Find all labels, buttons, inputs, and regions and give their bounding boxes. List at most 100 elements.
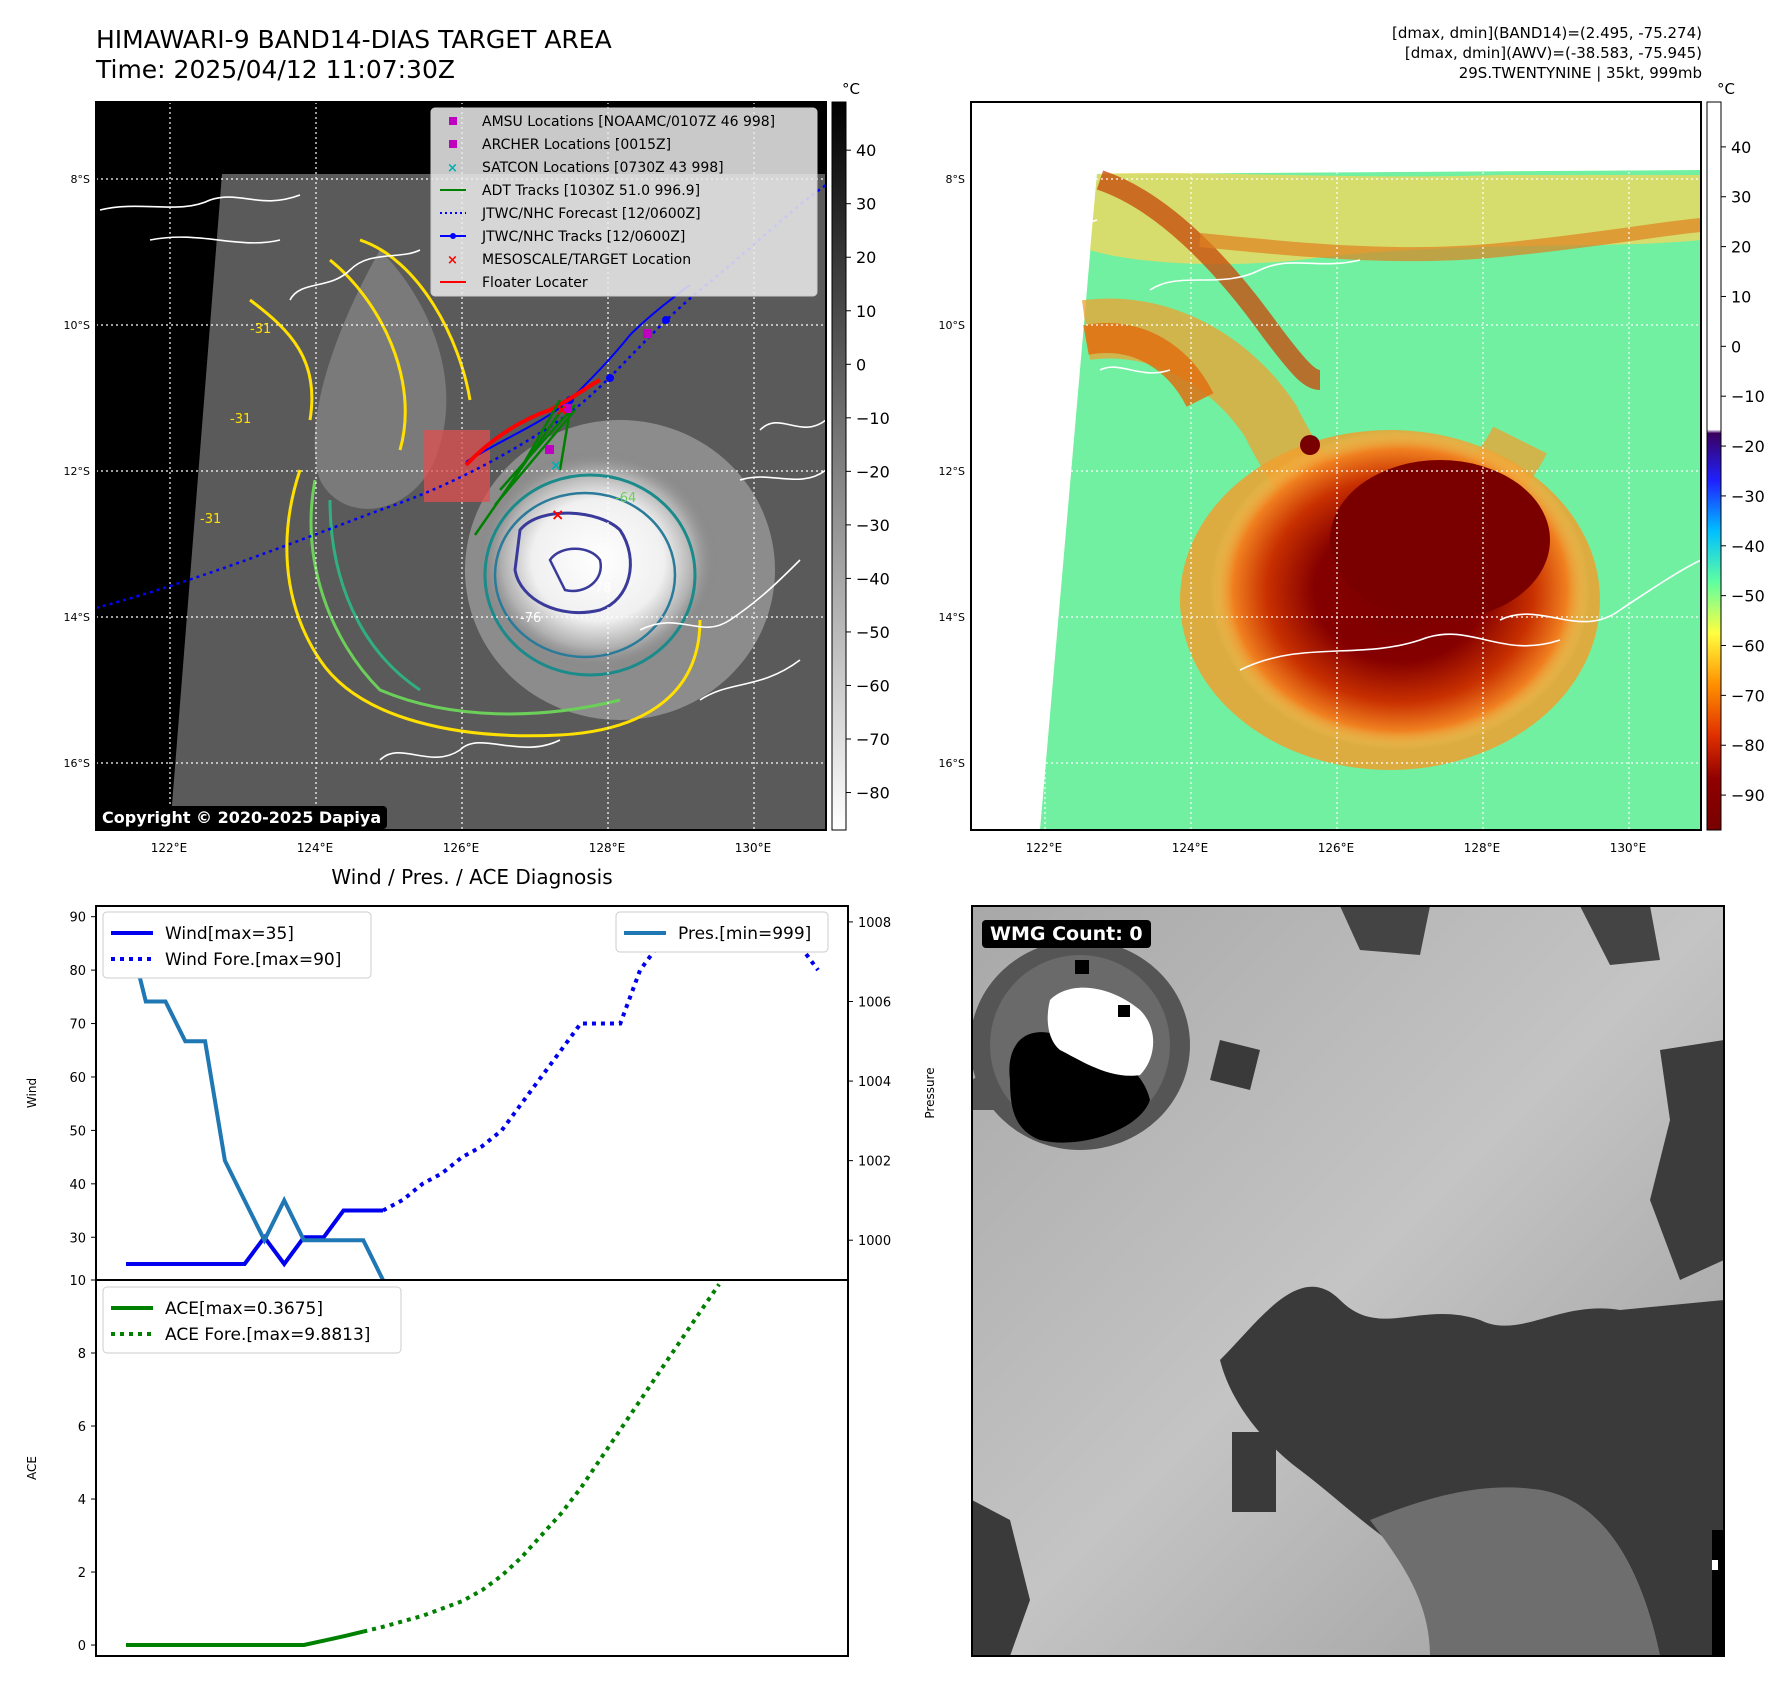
lon-label: 126°E bbox=[443, 841, 480, 855]
colorbar-tick-label: 30 bbox=[856, 195, 876, 214]
legend-jtwc-forecast: JTWC/NHC Forecast [12/0600Z] bbox=[481, 206, 701, 222]
colorbar-tick-label: 0 bbox=[1731, 337, 1741, 356]
legend-floater: Floater Locater bbox=[482, 275, 588, 291]
colorbar-tick-label: −10 bbox=[1731, 387, 1765, 406]
colorbar-tick-label: 10 bbox=[1731, 287, 1751, 306]
archer-marker bbox=[545, 445, 554, 454]
colorbar-band14 bbox=[831, 101, 847, 831]
lat-label: 16°S bbox=[64, 757, 90, 770]
svg-text:×: × bbox=[447, 161, 458, 176]
y-tick-label: 0 bbox=[78, 1639, 86, 1654]
y-tick-label: 30 bbox=[69, 1231, 86, 1246]
contour-label-3: -31 bbox=[200, 512, 221, 527]
colorbar-tick-label: 10 bbox=[856, 302, 876, 321]
legend-jtwc-tracks: JTWC/NHC Tracks [12/0600Z] bbox=[481, 229, 685, 245]
figure-time: Time: 2025/04/12 11:07:30Z bbox=[96, 55, 455, 84]
y-tick-label: 70 bbox=[69, 1018, 86, 1033]
storm-info: 29S.TWENTYNINE | 35kt, 999mb bbox=[1458, 64, 1702, 82]
y-axis-label: ACE bbox=[25, 1456, 39, 1480]
lon-label: 124°E bbox=[1172, 841, 1209, 855]
lon-label: 128°E bbox=[1464, 841, 1501, 855]
series-ace-max-0-3675- bbox=[126, 1629, 364, 1647]
y2-tick-label: 1006 bbox=[858, 995, 891, 1010]
wind-pressure-chart: 30 40 50 60 70 80 90 1000 1002 1004 1006 1008 Pressu… bbox=[25, 905, 937, 1281]
series-ace-fore-max-9-8813- bbox=[362, 1283, 721, 1634]
wmg-count-badge: WMG Count: 0 bbox=[982, 920, 1151, 948]
map2-gridlines bbox=[971, 102, 1701, 830]
wmg-panel bbox=[972, 906, 1724, 1656]
contour-label-6: -78 bbox=[590, 581, 611, 596]
legend-amsu: AMSU Locations [NOAAMC/0107Z 46 998] bbox=[482, 114, 775, 130]
legend-label: Pres.[min=999] bbox=[678, 924, 811, 944]
lon-label: 124°E bbox=[297, 841, 334, 855]
lon-label: 128°E bbox=[589, 841, 626, 855]
lon-label: 122°E bbox=[151, 841, 188, 855]
coastline bbox=[99, 194, 301, 244]
legend-label: ACE[max=0.3675] bbox=[165, 1299, 323, 1319]
map1-legend: × × AMSU Locations [NOAAMC/0107Z 46 998]… bbox=[430, 107, 818, 297]
floater-box bbox=[424, 430, 490, 502]
y2-tick-label: 1004 bbox=[858, 1075, 891, 1090]
colorbar-tick-label: 40 bbox=[1731, 138, 1751, 157]
colorbar-tick-label: −40 bbox=[1731, 537, 1765, 556]
adt-tracks bbox=[473, 399, 576, 536]
lat-label: 12°S bbox=[939, 465, 965, 478]
colorbar-tick-label: −60 bbox=[856, 676, 890, 695]
awv-map bbox=[971, 102, 1701, 830]
lon-label: 126°E bbox=[1318, 841, 1355, 855]
colorbar-tick-label: −80 bbox=[856, 784, 890, 803]
colorbar-tick-label: −50 bbox=[1731, 587, 1765, 606]
series-pres-min-999- bbox=[124, 921, 385, 1281]
lat-label: 10°S bbox=[939, 319, 965, 332]
amsu-marker bbox=[643, 329, 652, 338]
svg-text:×: × bbox=[447, 253, 458, 268]
y2-tick-label: 1008 bbox=[858, 916, 891, 931]
series-wind-max-35- bbox=[126, 1208, 383, 1268]
satcon-marker: × bbox=[550, 458, 562, 474]
y2-tick-label: 1000 bbox=[858, 1234, 891, 1249]
legend-satcon: SATCON Locations [0730Z 43 998] bbox=[482, 160, 724, 176]
colorbar-tick-label: −20 bbox=[856, 462, 890, 481]
contour-label-1: -31 bbox=[250, 322, 271, 337]
lat-label: 8°S bbox=[71, 173, 90, 186]
figure-title: HIMAWARI-9 BAND14-DIAS TARGET AREA bbox=[96, 25, 612, 54]
lat-label: 16°S bbox=[939, 757, 965, 770]
y-tick-label: 50 bbox=[69, 1124, 86, 1139]
legend-label: Wind[max=35] bbox=[165, 924, 294, 944]
colorbar-tick-label: 0 bbox=[856, 355, 866, 374]
lat-label: 12°S bbox=[64, 465, 90, 478]
ace-chart: 0 2 4 6 8 10 ACE ACE[max=0.3675] ACE Fore.[max=9… bbox=[25, 1274, 849, 1657]
legend-archer: ARCHER Locations [0015Z] bbox=[482, 137, 671, 153]
y-axis-label: Wind bbox=[25, 1078, 39, 1108]
band14-range: [dmax, dmin](BAND14)=(2.495, -75.274) bbox=[1391, 24, 1702, 42]
colorbar1-ticks: 40 30 20 10 0 −10 −20 −30 −40 −50 −60 −70 −80 bbox=[846, 141, 890, 803]
lon-label: 122°E bbox=[1026, 841, 1063, 855]
contour-label-5: -76 bbox=[520, 611, 541, 626]
lat-label: 10°S bbox=[64, 319, 90, 332]
svg-text:×: × bbox=[555, 400, 568, 419]
y-tick-label: 2 bbox=[78, 1566, 86, 1581]
chart-title: Wind / Pres. / ACE Diagnosis bbox=[331, 865, 612, 889]
chart-legend: Wind[max=35] Wind Fore.[max=90] bbox=[102, 911, 372, 979]
lat-label: 8°S bbox=[946, 173, 965, 186]
best-track bbox=[465, 284, 691, 463]
y-tick-label: 80 bbox=[69, 964, 86, 979]
lon-label: 130°E bbox=[735, 841, 772, 855]
target-marker: × bbox=[551, 505, 564, 524]
colorbar-tick-label: 30 bbox=[1731, 188, 1751, 207]
y-tick-label: 10 bbox=[69, 1274, 86, 1289]
contour-label-4: -64 bbox=[615, 491, 636, 506]
colorbar-tick-label: 20 bbox=[1731, 238, 1751, 257]
lat-label: 14°S bbox=[939, 611, 965, 624]
y-tick-label: 6 bbox=[78, 1420, 86, 1435]
lat-label: 14°S bbox=[64, 611, 90, 624]
colorbar-tick-label: −70 bbox=[856, 730, 890, 749]
colorbar-tick-label: −70 bbox=[1731, 686, 1765, 705]
contour-label-2: -31 bbox=[230, 412, 251, 427]
lon-label: 130°E bbox=[1610, 841, 1647, 855]
colorbar-tick-label: −20 bbox=[1731, 437, 1765, 456]
colorbar1-unit: °C bbox=[842, 80, 860, 98]
cold-contour bbox=[513, 511, 632, 615]
colorbar-tick-label: 20 bbox=[856, 248, 876, 267]
